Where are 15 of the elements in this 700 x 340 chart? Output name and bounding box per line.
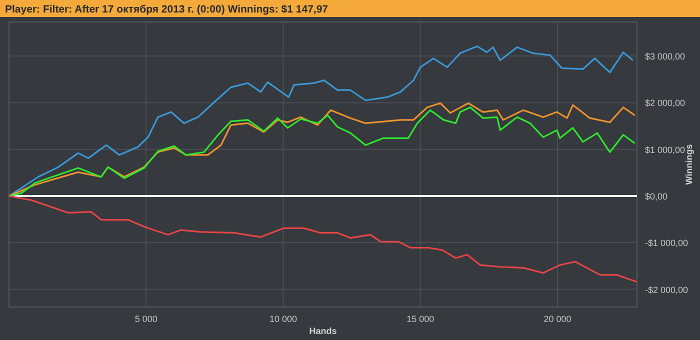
line-series [8, 45, 634, 197]
y-tick-label: -$2 000,00 [645, 284, 688, 295]
x-tick-label: 10 000 [269, 314, 297, 324]
y-tick-label: $2 000,00 [645, 98, 686, 108]
y-axis-title: Winnings [684, 144, 694, 185]
y-tick-label: $1 000,00 [645, 144, 686, 155]
x-tick-label: 20 000 [544, 314, 572, 324]
x-tick-label: 15 000 [406, 314, 434, 324]
chart-title: Player: Filter: After 17 октября 2013 г. (0:00) Winnings: $1 147,97 [5, 4, 328, 16]
y-tick-label: $3 000,00 [645, 52, 686, 62]
y-tick-label: $0,00 [645, 191, 668, 202]
x-axis-title: Hands [309, 326, 337, 336]
line-series [8, 195, 638, 283]
x-tick-label: 5 000 [134, 314, 158, 324]
y-tick-label: -$1 000,00 [645, 238, 688, 248]
